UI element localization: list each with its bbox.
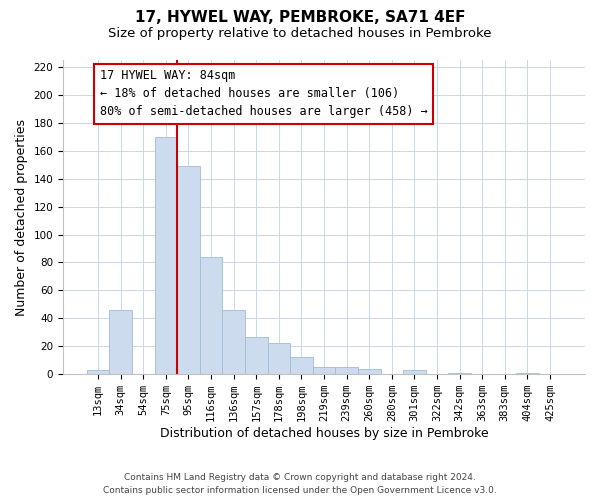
X-axis label: Distribution of detached houses by size in Pembroke: Distribution of detached houses by size …: [160, 427, 488, 440]
Bar: [245, 336, 268, 374]
Text: 17, HYWEL WAY, PEMBROKE, SA71 4EF: 17, HYWEL WAY, PEMBROKE, SA71 4EF: [135, 10, 465, 25]
Bar: [335, 367, 358, 374]
Bar: [155, 137, 177, 374]
Text: Contains HM Land Registry data © Crown copyright and database right 2024.
Contai: Contains HM Land Registry data © Crown c…: [103, 473, 497, 495]
Bar: [290, 358, 313, 374]
Bar: [313, 367, 335, 374]
Text: Size of property relative to detached houses in Pembroke: Size of property relative to detached ho…: [108, 28, 492, 40]
Bar: [516, 373, 539, 374]
Text: 17 HYWEL WAY: 84sqm
← 18% of detached houses are smaller (106)
80% of semi-detac: 17 HYWEL WAY: 84sqm ← 18% of detached ho…: [100, 70, 427, 118]
Bar: [200, 257, 223, 374]
Bar: [268, 344, 290, 374]
Bar: [177, 166, 200, 374]
Y-axis label: Number of detached properties: Number of detached properties: [15, 118, 28, 316]
Bar: [223, 310, 245, 374]
Bar: [87, 370, 109, 374]
Bar: [358, 368, 380, 374]
Bar: [403, 370, 425, 374]
Bar: [448, 373, 471, 374]
Bar: [109, 310, 132, 374]
